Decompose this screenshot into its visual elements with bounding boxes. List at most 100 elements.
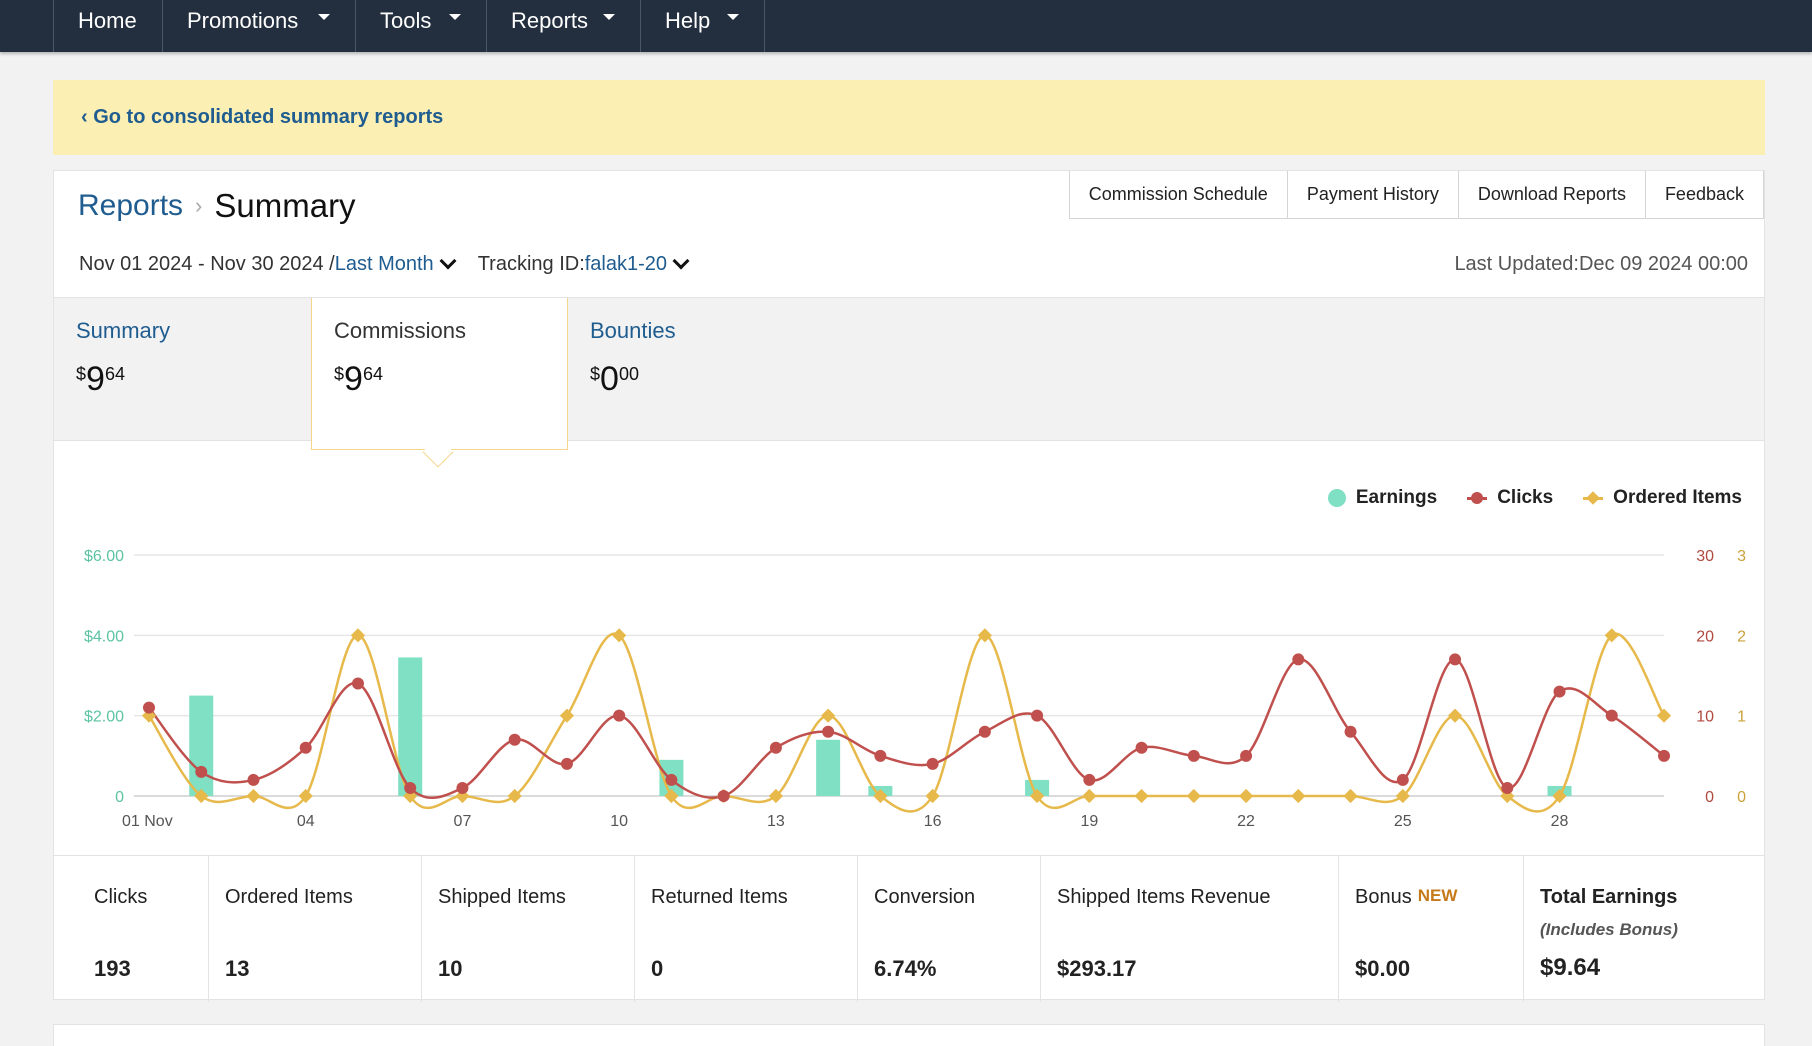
currency-symbol: $	[590, 364, 601, 384]
clicks-point	[508, 733, 521, 746]
chart-legend: Earnings Clicks Ordered Items	[1298, 487, 1742, 509]
next-card	[53, 1024, 1765, 1046]
nav-promotions[interactable]: Promotions	[162, 0, 355, 52]
nav-help-label: Help	[665, 8, 711, 33]
x-tick-label: 28	[1551, 813, 1569, 830]
metric-ordered-items: Ordered Items 13	[209, 856, 422, 1002]
nav-help[interactable]: Help	[640, 0, 764, 52]
metric-total-earnings: Total Earnings (Includes Bonus) $9.64	[1524, 856, 1764, 1002]
consolidated-summary-link[interactable]: ‹ Go to consolidated summary reports	[81, 106, 444, 128]
metric-value: 10	[438, 956, 463, 981]
ordered-items-point	[1238, 788, 1254, 804]
legend-clicks[interactable]: Clicks	[1467, 487, 1553, 509]
nav-home[interactable]: Home	[53, 0, 162, 52]
ordered-items-point	[1552, 788, 1567, 804]
amount-cents: 64	[104, 364, 125, 384]
breadcrumb-reports-link[interactable]: Reports	[78, 189, 184, 222]
metric-label: Bonus NEW	[1355, 886, 1457, 909]
tab-commissions-amount: $964	[334, 360, 383, 399]
metric-bonus-label: Bonus	[1355, 886, 1412, 908]
earnings-bar	[816, 739, 841, 796]
tab-commissions-label: Commissions	[334, 318, 467, 343]
ordered-items-point	[612, 628, 627, 643]
metric-sublabel: (Includes Bonus)	[1540, 920, 1678, 939]
legend-earnings-label: Earnings	[1355, 487, 1438, 508]
ordered-items-point	[873, 788, 888, 804]
clicks-point	[978, 725, 991, 738]
caret-down-icon	[449, 14, 461, 20]
ordered-items-line	[147, 632, 1666, 813]
chevron-down-icon[interactable]	[672, 252, 690, 269]
amount-dollars: 0	[600, 360, 619, 398]
clicks-point	[613, 709, 626, 722]
y-tick-label: $2.00	[84, 709, 124, 726]
tracking-id-select[interactable]: falak1-20	[584, 253, 668, 275]
y-tick-label: 0	[115, 789, 124, 806]
metric-value: 6.74%	[874, 956, 937, 981]
nav-reports[interactable]: Reports	[486, 0, 640, 52]
nav-tools[interactable]: Tools	[355, 0, 486, 52]
clicks-point	[351, 677, 364, 690]
clicks-point	[1083, 773, 1096, 786]
metric-shipped-revenue: Shipped Items Revenue $293.17	[1041, 856, 1339, 1002]
clicks-tick-label: 0	[1705, 789, 1714, 806]
clicks-point	[195, 765, 208, 778]
chevron-down-icon[interactable]	[439, 252, 457, 269]
ordered-items-point	[1134, 788, 1149, 804]
metric-bonus: Bonus NEW $0.00	[1339, 856, 1524, 1002]
ordered-items-point	[768, 788, 783, 804]
ordered-items-point	[1186, 788, 1201, 804]
metric-clicks: Clicks 193	[54, 856, 209, 1002]
clicks-point	[1292, 653, 1305, 666]
metric-label: Shipped Items	[438, 886, 566, 908]
feedback-button[interactable]: Feedback	[1644, 171, 1764, 219]
clicks-line	[148, 658, 1665, 799]
clicks-point	[247, 773, 260, 786]
metric-value: 0	[651, 956, 664, 981]
legend-earnings[interactable]: Earnings	[1327, 487, 1438, 509]
payment-history-button[interactable]: Payment History	[1286, 171, 1459, 219]
x-tick-label: 16	[924, 813, 942, 830]
report-card: Reports › Summary Commission Schedule Pa…	[53, 170, 1765, 1002]
legend-ordered-items[interactable]: Ordered Items	[1583, 487, 1742, 509]
earnings-summary-tabs: Summary $964 Commissions $964 Bounties $…	[54, 297, 1764, 468]
clicks-point	[1449, 653, 1462, 666]
nav-divider	[764, 0, 765, 52]
y-tick-label: $4.00	[84, 628, 124, 645]
clicks-point	[665, 773, 678, 786]
clicks-point	[560, 757, 573, 770]
report-actions: Commission Schedule Payment History Down…	[1068, 171, 1764, 219]
ordered-items-point	[194, 788, 209, 804]
tab-commissions[interactable]: Commissions $964	[311, 298, 568, 468]
period-select[interactable]: Last Month	[334, 253, 434, 275]
earnings-bar	[189, 695, 214, 796]
ordered-tick-label: 3	[1737, 548, 1746, 565]
clicks-point	[1135, 741, 1148, 754]
tab-summary[interactable]: Summary $964	[54, 298, 311, 442]
clicks-point	[822, 725, 835, 738]
x-tick-label: 07	[454, 813, 472, 830]
metric-value: $9.64	[1540, 954, 1601, 981]
download-reports-button[interactable]: Download Reports	[1457, 171, 1646, 219]
clicks-point	[143, 701, 155, 714]
last-updated: Last Updated:Dec 09 2024 00:00	[1454, 253, 1748, 275]
tab-bounties[interactable]: Bounties $000	[568, 298, 825, 442]
nav-tools-label: Tools	[380, 8, 432, 33]
metrics-row: Clicks 193 Ordered Items 13 Shipped Item…	[54, 855, 1764, 1002]
metric-label: Returned Items	[651, 886, 788, 908]
new-badge: NEW	[1417, 886, 1458, 905]
ordered-items-point	[350, 628, 366, 643]
clicks-tick-label: 30	[1696, 548, 1714, 565]
clicks-point	[1658, 749, 1670, 762]
amount-dollars: 9	[86, 360, 105, 398]
commission-schedule-button[interactable]: Commission Schedule	[1068, 171, 1288, 219]
metric-label: Conversion	[874, 886, 976, 908]
earnings-chart: Earnings Clicks Ordered Items 0 $2.00 $4.0…	[54, 441, 1764, 831]
amount-cents: 00	[618, 364, 639, 384]
ordered-items-point	[977, 628, 992, 643]
report-filters: Nov 01 2024 - Nov 30 2024 / Last Month T…	[79, 252, 695, 276]
clicks-point	[926, 757, 939, 770]
x-tick-label: 25	[1394, 813, 1412, 830]
nav-home-label: Home	[78, 8, 137, 33]
metric-label: Clicks	[94, 886, 148, 908]
